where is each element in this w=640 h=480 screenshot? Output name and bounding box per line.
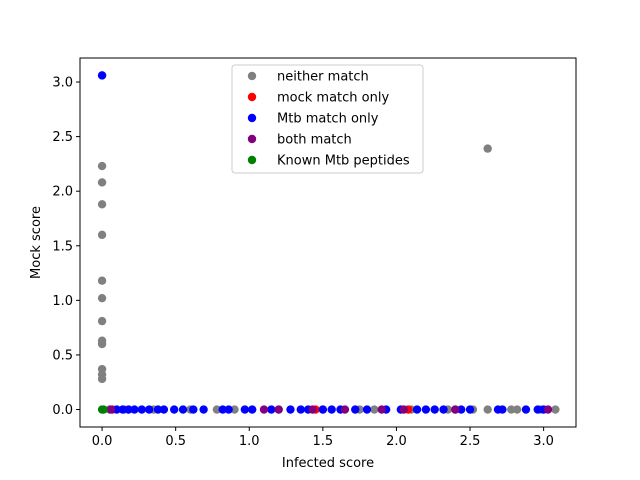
data-point [533,405,542,414]
data-point [112,405,121,414]
data-point [421,405,431,414]
y-tick-label: 1.5 [52,239,73,254]
data-point [483,144,492,153]
x-tick-label: 2.0 [386,434,407,449]
legend-label: mock match only [277,91,389,106]
plot-frame [79,57,577,428]
data-point [512,405,522,414]
legend-marker [247,134,257,144]
legend-marker [247,155,257,165]
legend-entry: Known Mtb peptides [247,154,410,169]
data-point [308,405,317,414]
x-tick-label: 0.0 [92,434,113,449]
data-point [439,405,448,414]
data-point [97,374,107,384]
data-point [199,405,208,414]
data-point [430,405,439,414]
legend-entry: Mtb match only [247,112,379,127]
y-tick-label: 2.5 [52,130,73,145]
data-point [521,405,531,414]
data-point [97,293,107,303]
legend-entries: neither match mock match only Mtb match on… [247,70,410,169]
x-tick-label: 1.5 [313,434,334,449]
data-point [189,405,198,414]
y-tick-label: 1.0 [52,294,73,309]
data-point [159,405,169,414]
data-point [97,71,107,80]
data-point [97,276,107,285]
data-point [153,405,163,414]
y-tick-label: 3.0 [52,76,73,91]
legend-box [231,64,424,174]
data-point [224,405,233,414]
legend-label: Mtb match only [277,112,379,127]
data-point [106,405,116,414]
data-point [97,339,107,349]
y-tick-label: 0.5 [52,348,73,363]
data-point [118,405,127,414]
data-point [318,405,328,414]
data-point [551,405,560,414]
data-point [483,405,492,414]
data-point [97,230,107,240]
data-point [340,405,350,414]
data-point [137,405,147,414]
data-point [412,405,422,414]
data-point [97,316,107,326]
y-axis: 0.0 0.5 1.0 1.5 2.0 2.5 3.0 [52,76,80,418]
data-point [296,405,305,414]
x-tick-label: 2.5 [460,434,481,449]
legend-label: neither match [277,70,369,85]
data-point [286,405,295,414]
data-point [370,405,379,414]
x-tick-label: 0.5 [165,434,186,449]
data-point [399,405,408,414]
data-point [97,200,107,209]
data-point [377,405,386,414]
legend-entry: both match [247,133,352,148]
data-point [327,405,336,414]
data-point [498,405,507,414]
legend: neither match mock match only Mtb match on… [231,64,424,174]
data-point [130,405,139,414]
y-axis-label: Mock score [29,206,44,279]
data-point [218,405,227,414]
x-tick-label: 1.0 [239,434,260,449]
data-point [362,405,372,414]
data-point [543,405,553,414]
data-point [248,405,257,414]
data-point [240,405,250,414]
data-point [230,405,239,414]
data-point [267,405,276,414]
x-axis-label: Infected score [282,456,374,471]
data-point [212,405,222,414]
legend-label: Known Mtb peptides [277,154,410,169]
data-point [97,161,107,171]
legend-marker [247,92,257,102]
data-point [456,405,466,414]
data-point [451,405,460,414]
data-point [351,405,360,414]
data-point [99,405,108,414]
data-point [465,405,475,414]
legend-label: both match [277,133,352,148]
y-tick-label: 2.0 [52,185,73,200]
x-axis: 0.0 0.5 1.0 1.5 2.0 2.5 3.0 [92,427,554,449]
legend-marker [247,71,257,81]
data-point [97,178,107,187]
data-point [124,405,133,414]
points-layer [97,71,560,414]
data-point [178,405,188,414]
data-point [169,405,179,414]
data-point [274,405,283,414]
data-point [259,405,269,414]
data-point [144,405,154,414]
x-tick-label: 3.0 [533,434,554,449]
legend-entry: mock match only [247,91,389,106]
y-tick-label: 0.0 [52,403,73,418]
legend-entry: neither match [247,70,369,85]
data-point [507,405,516,414]
legend-marker [247,113,257,123]
